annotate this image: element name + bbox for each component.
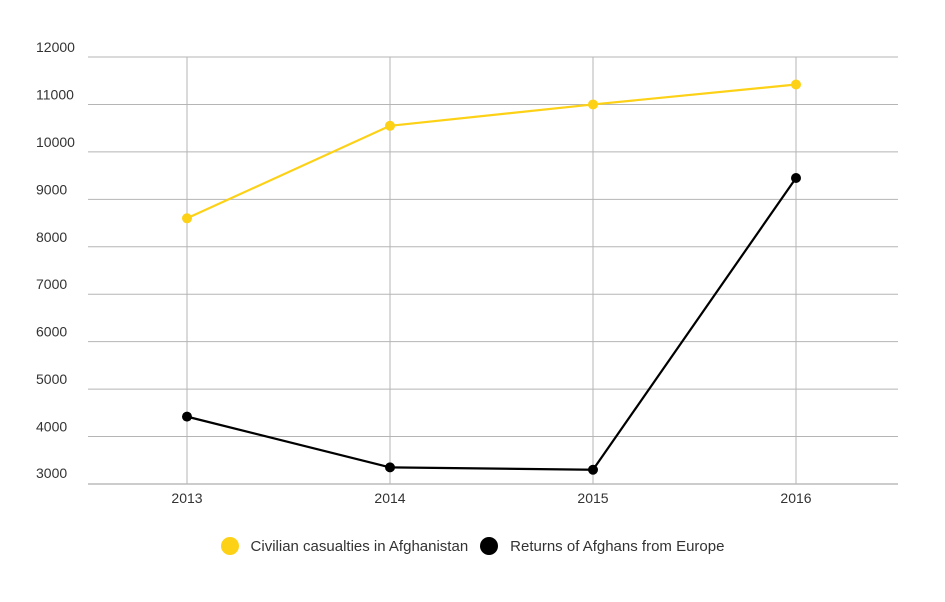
chart-legend: Civilian casualties in Afghanistan Retur… [0, 537, 945, 555]
legend-label-civilian-casualties: Civilian casualties in Afghanistan [250, 537, 469, 555]
y-tick-label: 5000 [36, 371, 67, 387]
data-point [182, 411, 192, 422]
x-tick-label: 2015 [577, 490, 608, 506]
y-tick-label: 9000 [36, 181, 67, 197]
x-tick-label: 2016 [780, 490, 811, 506]
data-point [385, 462, 395, 473]
y-tick-label: 12000 [36, 39, 75, 55]
series-line-0 [186, 83, 797, 220]
y-tick-label: 11000 [36, 86, 74, 102]
legend-swatch-returns-from-europe [480, 537, 499, 555]
data-point [588, 99, 598, 110]
legend-item-returns-from-europe: Returns of Afghans from Europe [480, 537, 724, 555]
legend-item-civilian-casualties: Civilian casualties in Afghanistan [220, 537, 469, 555]
y-tick-label: 4000 [36, 419, 67, 435]
y-tick-label: 8000 [36, 229, 67, 245]
data-point [791, 172, 801, 183]
y-tick-label: 6000 [36, 324, 67, 340]
legend-swatch-civilian-casualties [220, 537, 239, 555]
y-tick-label: 7000 [36, 276, 67, 292]
y-tick-label: 10000 [36, 134, 75, 150]
series-line-1 [186, 177, 797, 471]
x-tick-label: 2014 [374, 490, 405, 506]
legend-label-returns-from-europe: Returns of Afghans from Europe [510, 537, 725, 555]
y-tick-label: 3000 [36, 465, 67, 481]
data-point [385, 120, 395, 131]
x-tick-label: 2013 [171, 490, 202, 506]
data-point [791, 79, 801, 90]
data-point [182, 213, 192, 224]
data-point [588, 464, 598, 475]
